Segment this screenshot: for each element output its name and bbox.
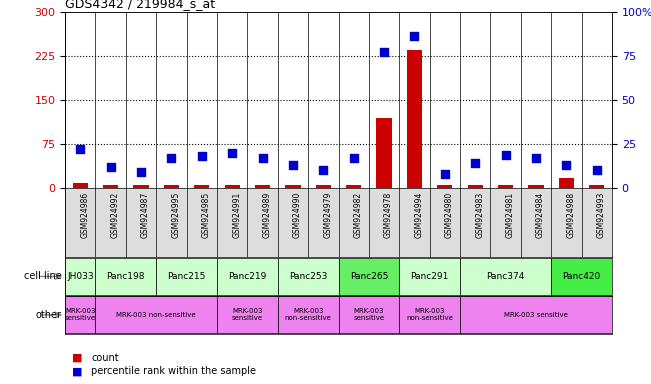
Bar <box>437 185 452 188</box>
Bar <box>339 258 399 295</box>
Text: MRK-003
non-sensitive: MRK-003 non-sensitive <box>406 308 453 321</box>
Text: GSM924980: GSM924980 <box>445 192 454 238</box>
Text: GSM924983: GSM924983 <box>475 192 484 238</box>
Text: MRK-003
sensitive: MRK-003 sensitive <box>232 308 263 321</box>
Bar <box>339 296 399 333</box>
Bar <box>399 296 460 333</box>
Text: GSM924988: GSM924988 <box>566 192 575 238</box>
Point <box>75 146 85 152</box>
Point <box>439 171 450 177</box>
Text: GSM924978: GSM924978 <box>384 192 393 238</box>
Text: GSM924985: GSM924985 <box>202 192 211 238</box>
Bar <box>498 185 513 188</box>
Point <box>105 164 116 170</box>
Text: MRK-003
sensitive: MRK-003 sensitive <box>64 308 96 321</box>
Bar <box>225 185 240 188</box>
Point <box>318 167 329 174</box>
Text: GSM924984: GSM924984 <box>536 192 545 238</box>
Point <box>470 161 480 167</box>
Bar <box>73 184 88 188</box>
Bar <box>164 185 179 188</box>
Bar <box>278 296 339 333</box>
Text: MRK-003 non-sensitive: MRK-003 non-sensitive <box>117 312 196 318</box>
Text: Panc420: Panc420 <box>562 272 601 281</box>
Text: MRK-003
sensitive: MRK-003 sensitive <box>353 308 385 321</box>
Bar <box>376 118 392 188</box>
Text: Panc374: Panc374 <box>486 272 525 281</box>
Text: MRK-003
non-sensitive: MRK-003 non-sensitive <box>284 308 331 321</box>
Text: GSM924986: GSM924986 <box>80 192 89 238</box>
Text: Panc219: Panc219 <box>229 272 266 281</box>
Text: GSM924991: GSM924991 <box>232 192 241 238</box>
Text: Panc253: Panc253 <box>289 272 327 281</box>
Text: GSM924987: GSM924987 <box>141 192 150 238</box>
Text: GSM924989: GSM924989 <box>262 192 271 238</box>
Point <box>592 167 602 174</box>
Bar <box>316 185 331 188</box>
Text: ■: ■ <box>72 353 82 363</box>
Bar <box>460 296 612 333</box>
Bar <box>399 258 460 295</box>
Text: GSM924994: GSM924994 <box>415 192 423 238</box>
Point <box>531 155 541 161</box>
Bar <box>278 258 339 295</box>
Bar <box>65 296 96 333</box>
Bar <box>133 185 148 188</box>
Point <box>166 155 176 161</box>
Text: MRK-003 sensitive: MRK-003 sensitive <box>504 312 568 318</box>
Bar <box>346 185 361 188</box>
Bar <box>589 185 604 188</box>
Text: other: other <box>36 310 62 320</box>
Text: Panc265: Panc265 <box>350 272 388 281</box>
Point <box>379 49 389 55</box>
Text: count: count <box>91 353 118 363</box>
Bar <box>96 296 217 333</box>
Bar <box>194 185 210 188</box>
Text: Panc215: Panc215 <box>167 272 206 281</box>
Bar <box>551 258 612 295</box>
Point <box>227 150 238 156</box>
Text: JH033: JH033 <box>67 272 94 281</box>
Bar <box>217 258 278 295</box>
Text: ■: ■ <box>72 366 82 376</box>
Bar <box>255 185 270 188</box>
Text: percentile rank within the sample: percentile rank within the sample <box>91 366 256 376</box>
Point <box>257 155 268 161</box>
Point <box>561 162 572 168</box>
Point <box>409 33 420 39</box>
Text: GDS4342 / 219984_s_at: GDS4342 / 219984_s_at <box>65 0 215 10</box>
Bar <box>460 258 551 295</box>
Point <box>288 162 298 168</box>
Text: GSM924982: GSM924982 <box>353 192 363 238</box>
Bar <box>529 185 544 188</box>
Text: GSM924981: GSM924981 <box>506 192 514 238</box>
Text: GSM924990: GSM924990 <box>293 192 302 238</box>
Bar <box>217 296 278 333</box>
Text: GSM924979: GSM924979 <box>324 192 332 238</box>
Text: GSM924993: GSM924993 <box>597 192 605 238</box>
Bar <box>65 258 96 295</box>
Text: GSM924992: GSM924992 <box>111 192 120 238</box>
Bar <box>285 185 301 188</box>
Bar <box>156 258 217 295</box>
Point <box>501 152 511 158</box>
Point <box>348 155 359 161</box>
Point <box>136 169 146 175</box>
Text: GSM924995: GSM924995 <box>171 192 180 238</box>
Bar <box>96 258 156 295</box>
Text: cell line: cell line <box>24 271 62 281</box>
Point <box>197 153 207 159</box>
Bar <box>103 185 118 188</box>
Bar <box>559 177 574 188</box>
Text: Panc291: Panc291 <box>411 272 449 281</box>
Bar <box>467 185 483 188</box>
Text: Panc198: Panc198 <box>107 272 145 281</box>
Bar <box>407 50 422 188</box>
